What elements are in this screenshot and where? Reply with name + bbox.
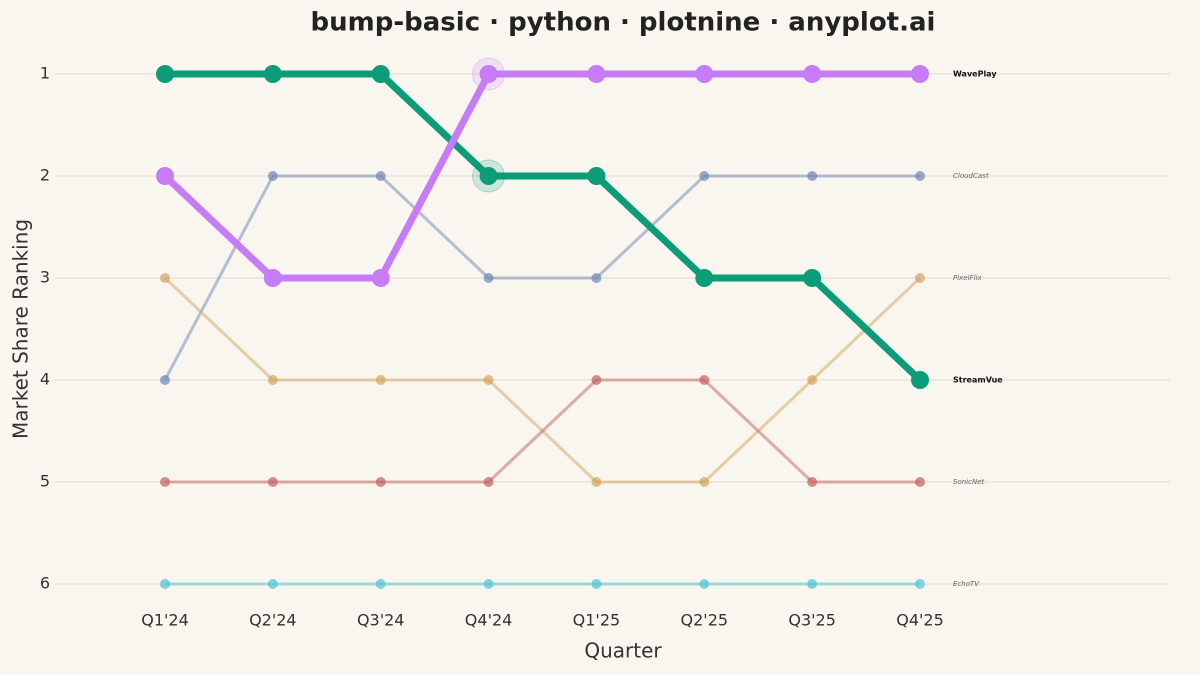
series-line xyxy=(165,70,923,383)
point xyxy=(267,375,278,385)
point xyxy=(587,65,606,83)
point xyxy=(479,65,498,83)
point xyxy=(160,579,170,589)
point xyxy=(375,477,386,487)
point xyxy=(915,171,925,181)
series-line xyxy=(162,70,920,282)
point xyxy=(267,171,278,181)
point xyxy=(483,375,494,385)
point xyxy=(911,371,929,389)
point xyxy=(267,579,278,589)
point xyxy=(803,269,822,287)
point xyxy=(807,579,818,589)
point xyxy=(807,171,818,181)
point xyxy=(695,65,714,83)
x-tick-label: Q3'25 xyxy=(788,611,836,630)
series-line xyxy=(165,378,920,484)
x-tick-label: Q4'25 xyxy=(896,611,944,630)
point xyxy=(803,65,822,83)
point xyxy=(911,65,929,83)
x-axis-label: Quarter xyxy=(584,639,662,663)
point xyxy=(587,167,606,185)
series-end-label: StreamVue xyxy=(953,376,1003,385)
point xyxy=(375,171,386,181)
chart-title: bump-basic · python · plotnine · anyplot… xyxy=(311,8,936,38)
y-tick-label: 1 xyxy=(40,64,50,83)
y-tick-label: 3 xyxy=(40,268,50,287)
series-end-label: EchoTV xyxy=(953,580,980,588)
y-tick-label: 2 xyxy=(40,166,50,185)
series-end-label: SonicNet xyxy=(953,478,984,486)
point xyxy=(156,65,174,83)
point xyxy=(483,273,494,283)
point xyxy=(160,273,170,283)
y-tick-label: 5 xyxy=(40,472,50,491)
x-tick-label: Q1'24 xyxy=(141,611,189,630)
point xyxy=(807,477,818,487)
point xyxy=(915,477,925,487)
y-tick-label: 4 xyxy=(40,370,50,389)
point xyxy=(160,477,170,487)
x-tick-label: Q3'24 xyxy=(357,611,405,630)
point xyxy=(699,477,710,487)
series-end-label: PixelFlix xyxy=(953,274,982,282)
point xyxy=(267,477,278,487)
point xyxy=(483,579,494,589)
y-tick-label: 6 xyxy=(40,574,50,593)
y-axis-label: Market Share Ranking xyxy=(9,219,33,439)
point xyxy=(591,579,602,589)
point xyxy=(263,269,282,287)
point xyxy=(591,273,602,283)
point xyxy=(156,167,174,185)
series-end-label: CloudCast xyxy=(953,172,989,180)
point xyxy=(699,375,710,385)
x-tick-label: Q2'25 xyxy=(681,611,729,630)
point xyxy=(591,477,602,487)
point xyxy=(915,579,925,589)
point xyxy=(699,579,710,589)
point xyxy=(591,375,602,385)
series-end-label: WavePlay xyxy=(953,70,997,79)
x-tick-label: Q4'24 xyxy=(465,611,513,630)
series-line xyxy=(163,174,920,381)
point xyxy=(375,375,386,385)
point xyxy=(483,477,494,487)
point xyxy=(371,269,390,287)
point xyxy=(695,269,714,287)
point xyxy=(915,273,925,283)
x-tick-label: Q2'24 xyxy=(249,611,297,630)
point xyxy=(375,579,386,589)
point xyxy=(699,171,710,181)
point xyxy=(371,65,390,83)
x-tick-label: Q1'25 xyxy=(573,611,621,630)
point xyxy=(263,65,282,83)
point xyxy=(160,375,170,385)
point xyxy=(807,375,818,385)
point xyxy=(479,167,498,185)
